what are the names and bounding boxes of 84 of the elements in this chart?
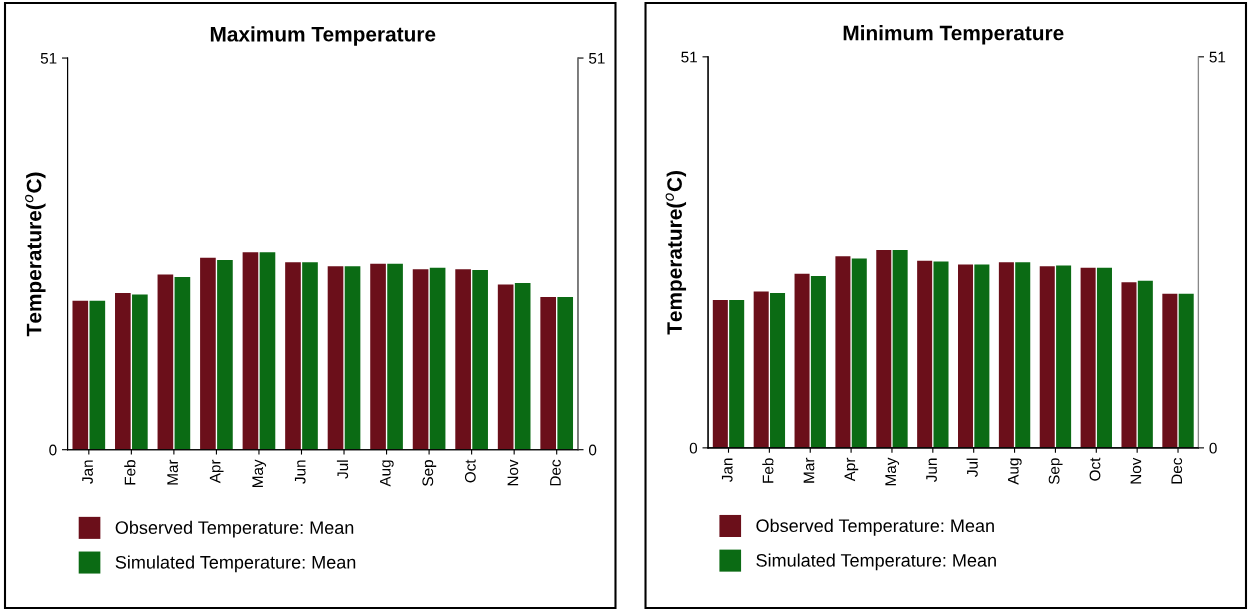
bar <box>242 252 259 450</box>
y2-tick-label: 0 <box>1209 442 1217 454</box>
x-tick-label: Oct <box>464 459 476 483</box>
x-tick-label: Nov <box>507 459 519 486</box>
bar <box>259 252 276 450</box>
bar <box>753 291 769 448</box>
bar <box>412 269 429 450</box>
x-tick-label: Jul <box>966 458 978 477</box>
bar <box>1056 265 1072 448</box>
bar <box>327 266 344 450</box>
x-tick-label: Aug <box>380 460 394 487</box>
x-tick-label: Jul <box>336 460 349 479</box>
bar <box>892 250 908 448</box>
bar <box>794 273 810 448</box>
x-tick-label: Feb <box>124 460 136 485</box>
x-tick-label: Jan <box>721 458 733 482</box>
bar <box>514 283 531 450</box>
bar <box>370 263 386 450</box>
bar <box>557 296 574 450</box>
y2-tick-label: 51 <box>588 53 605 64</box>
legend-label: Simulated Temperature: Mean <box>115 555 356 573</box>
bar <box>998 262 1014 448</box>
x-tick-label: Mar <box>803 457 815 483</box>
bar <box>770 292 786 448</box>
bar <box>712 299 728 448</box>
legend-label: Observed Temperature: Mean <box>756 518 994 536</box>
bar <box>1178 293 1194 448</box>
x-tick-label: May <box>252 459 267 488</box>
bar <box>174 276 191 450</box>
legend-label: Observed Temperature: Mean <box>115 520 354 538</box>
x-tick-label: Dec <box>550 459 561 486</box>
x-tick-label: Dec <box>1171 457 1183 484</box>
bar <box>217 260 233 450</box>
y-axis-title: Temperature($^{o}$C) <box>25 172 46 337</box>
bar <box>958 264 974 448</box>
bar <box>455 269 471 450</box>
bar <box>497 284 514 450</box>
x-tick-label: Mar <box>167 459 178 485</box>
x-tick-label: Oct <box>1089 457 1101 481</box>
bar <box>387 263 403 450</box>
bar <box>285 262 301 450</box>
bar <box>729 299 745 448</box>
bar <box>1015 262 1031 448</box>
bar <box>472 270 488 450</box>
x-tick-label: Nov <box>1130 457 1142 484</box>
y-axis-title: Temperature($^{o}$C) <box>665 171 687 335</box>
x-tick-label: Aug <box>1008 458 1022 485</box>
bar <box>810 276 826 448</box>
bar <box>429 267 446 450</box>
bar <box>876 250 892 448</box>
bar <box>115 293 131 450</box>
bar <box>72 300 89 450</box>
x-tick-label: Jun <box>294 460 306 484</box>
bar <box>974 264 990 448</box>
bar <box>1121 282 1137 448</box>
bar <box>157 274 174 450</box>
y2-tick-label: 51 <box>1209 51 1226 63</box>
x-tick-label: Feb <box>762 458 774 483</box>
bar <box>1039 266 1055 448</box>
x-tick-label: Sep <box>422 460 437 486</box>
x-tick-label: Apr <box>844 457 859 482</box>
legend-label: Simulated Temperature: Mean <box>756 553 996 571</box>
y2-tick-label: 0 <box>588 444 597 456</box>
bar <box>835 256 851 448</box>
x-tick-label: May <box>885 457 900 486</box>
chart-title: Minimum Temperature <box>843 25 1064 45</box>
bar <box>344 266 361 450</box>
bar <box>851 258 867 448</box>
x-tick-label: Sep <box>1048 458 1063 485</box>
bar <box>933 261 949 448</box>
bar <box>200 257 216 450</box>
bar <box>540 296 557 450</box>
x-tick-label: Jan <box>82 460 93 484</box>
x-tick-label: Apr <box>209 459 224 484</box>
bar <box>132 294 148 450</box>
bar <box>1137 280 1153 448</box>
bar <box>1162 293 1178 448</box>
bar <box>1080 267 1096 448</box>
bar <box>917 260 933 448</box>
bar <box>89 300 106 450</box>
chart-title: Maximum Temperature <box>210 26 436 46</box>
x-tick-label: Jun <box>926 458 937 482</box>
bar <box>1096 267 1112 448</box>
bar <box>302 262 318 450</box>
